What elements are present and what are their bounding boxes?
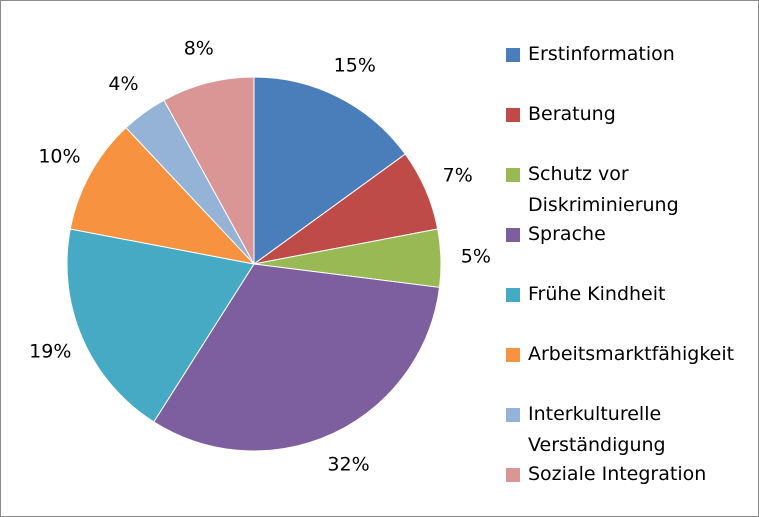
pie-slice xyxy=(69,126,256,265)
data-label: 32% xyxy=(327,453,369,475)
data-label: 10% xyxy=(38,146,80,168)
legend-item: Frühe Kindheit xyxy=(506,279,738,339)
legend-label: Sprache xyxy=(528,223,606,245)
legend-label: Beratung xyxy=(528,103,616,125)
data-label: 15% xyxy=(334,55,376,77)
data-label: 7% xyxy=(443,164,473,186)
legend-item: Beratung xyxy=(506,99,738,159)
legend-swatch xyxy=(506,408,520,422)
legend-label: Soziale Integration xyxy=(528,463,707,485)
legend-swatch xyxy=(506,168,520,182)
pie-slice xyxy=(253,76,406,265)
legend-label: Erstinformation xyxy=(528,43,675,65)
legend-item: Sprache xyxy=(506,219,738,279)
pie-slice xyxy=(66,228,255,423)
legend-label: Arbeitsmarktfähigkeit xyxy=(528,343,735,365)
legend-swatch xyxy=(506,48,520,62)
legend-item: Soziale Integration xyxy=(506,459,738,516)
legend-item: Arbeitsmarktfähigkeit xyxy=(506,339,738,399)
legend-swatch xyxy=(506,108,520,122)
legend-item: Erstinformation xyxy=(506,39,738,99)
legend-swatch xyxy=(506,468,520,482)
legend-item: Schutz vor Diskriminierung xyxy=(506,159,738,219)
data-label: 4% xyxy=(108,73,138,95)
legend-swatch xyxy=(506,348,520,362)
pie-slice xyxy=(163,76,255,265)
data-label: 8% xyxy=(184,37,214,59)
legend-label: Schutz vor Diskriminierung xyxy=(528,163,679,216)
data-label: 19% xyxy=(29,341,71,363)
legend-label: Interkulturelle Verständigung xyxy=(528,403,666,456)
legend-swatch xyxy=(506,288,520,302)
legend-item: Interkulturelle Verständigung xyxy=(506,399,738,459)
pie-slice xyxy=(153,263,441,452)
legend-swatch xyxy=(506,228,520,242)
data-label: 5% xyxy=(461,246,491,268)
legend-label: Frühe Kindheit xyxy=(528,283,666,305)
